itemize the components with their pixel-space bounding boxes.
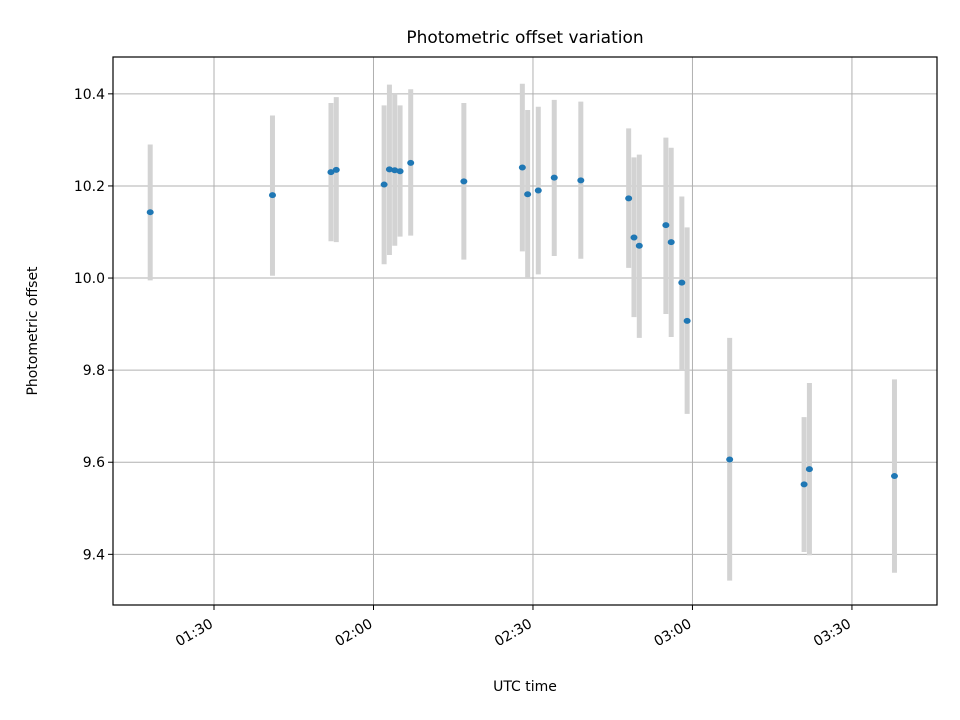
x-axis-label: UTC time [493,679,557,695]
y-axis-label: Photometric offset [25,266,41,396]
data-point [630,234,638,241]
y-tick-label: 9.8 [83,363,105,379]
x-tick-label: 02:00 [333,616,376,650]
data-point [407,159,415,166]
y-tick-label: 10.4 [74,87,105,103]
data-points [146,159,898,488]
data-point [550,174,558,181]
data-point [577,177,585,184]
x-tick-label: 03:00 [652,616,695,650]
data-point [460,178,468,185]
data-point [662,222,670,229]
data-point [524,191,532,198]
y-tick-label: 10.0 [74,271,105,287]
data-point [391,167,399,174]
data-point [625,195,633,202]
plot-frame [112,56,938,606]
data-point [805,466,813,473]
x-tick-label: 02:30 [492,616,535,650]
x-tick-label: 03:30 [811,616,854,650]
y-tick-label: 9.6 [83,455,105,471]
data-point [726,456,734,463]
data-point [667,239,675,246]
data-point [683,317,691,324]
y-axis: 9.4 9.6 9.8 10.0 10.2 10.4 [74,87,113,563]
data-point [534,187,542,194]
x-tick-label: 01:30 [173,616,216,650]
data-point [518,164,526,171]
error-bars [147,83,897,581]
data-point [678,279,686,286]
y-tick-label: 9.4 [83,547,105,563]
data-point [385,166,393,173]
data-point [332,166,340,173]
chart-title: Photometric offset variation [406,28,643,48]
x-axis: 01:30 02:00 02:30 03:00 03:30 [173,605,854,650]
data-point [146,209,154,216]
data-point [890,473,898,480]
data-point [380,181,388,188]
data-point [800,481,808,488]
grid [113,57,937,605]
data-point [396,168,404,175]
data-point [268,192,276,199]
data-point [327,169,335,176]
y-tick-label: 10.2 [74,179,105,195]
data-point [635,242,643,249]
